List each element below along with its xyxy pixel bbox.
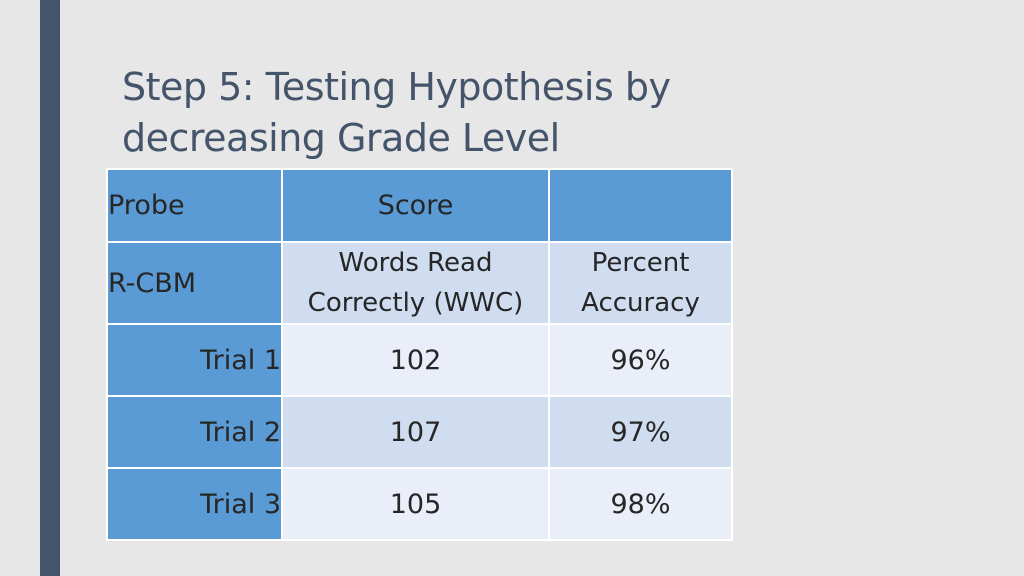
slide-title-line-2: decreasing Grade Level (122, 116, 560, 160)
trial-wwc: 105 (281, 467, 550, 541)
trial-label: Trial 3 (106, 467, 283, 541)
trial-wwc: 107 (281, 395, 550, 469)
subheader-wwc-line-1: Words Read (338, 248, 493, 278)
subheader-wwc: Words Read Correctly (WWC) (281, 241, 550, 325)
subheader-accuracy-line-2: Accuracy (581, 288, 700, 318)
header-score: Score (281, 168, 550, 243)
trial-accuracy: 97% (548, 395, 733, 469)
trial-accuracy: 96% (548, 323, 733, 397)
table-row: Trial 2 107 97% (106, 395, 733, 469)
table-row: Trial 3 105 98% (106, 467, 733, 541)
trial-label: Trial 2 (106, 395, 283, 469)
table-subheader-row: R-CBM Words Read Correctly (WWC) Percent… (106, 241, 733, 325)
table-row: Trial 1 102 96% (106, 323, 733, 397)
trial-wwc: 102 (281, 323, 550, 397)
slide-title-line-1: Step 5: Testing Hypothesis by (122, 65, 671, 109)
header-probe: Probe (106, 168, 283, 243)
subheader-wwc-line-2: Correctly (WWC) (307, 288, 524, 318)
subheader-probe-type: R-CBM (106, 241, 283, 325)
subheader-accuracy-line-1: Percent (591, 248, 690, 278)
results-table: Probe Score R-CBM Words Read Correctly (… (106, 168, 733, 541)
trial-label: Trial 1 (106, 323, 283, 397)
table-header-row: Probe Score (106, 168, 733, 243)
side-accent-bar (40, 0, 60, 576)
subheader-accuracy: Percent Accuracy (548, 241, 733, 325)
trial-accuracy: 98% (548, 467, 733, 541)
slide-title: Step 5: Testing Hypothesis by decreasing… (122, 62, 671, 164)
header-blank (548, 168, 733, 243)
